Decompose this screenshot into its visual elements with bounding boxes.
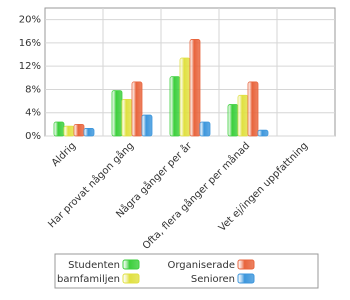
x-tick-label: Ofta, flera gånger per månad	[139, 139, 252, 252]
y-tick-label: 12%	[19, 61, 41, 72]
bar	[227, 104, 239, 137]
bar	[199, 121, 211, 137]
bar	[179, 57, 191, 137]
legend-swatch	[237, 259, 255, 270]
y-tick-label: 4%	[25, 108, 41, 119]
legend-label: Senioren	[191, 274, 235, 285]
bar	[247, 81, 259, 137]
legend-swatch	[237, 273, 255, 284]
bar	[83, 128, 95, 137]
bar	[53, 121, 65, 137]
legend-box	[54, 253, 319, 289]
bar	[189, 39, 201, 137]
legend-label: barnfamiljen	[57, 274, 120, 285]
y-tick-label: 20%	[19, 15, 41, 26]
x-tick-label: Aldrig	[50, 140, 78, 168]
legend-label: Studenten	[68, 260, 120, 271]
bar	[73, 123, 85, 137]
y-tick-label: 16%	[19, 38, 41, 49]
bar	[237, 94, 249, 137]
bar	[169, 76, 181, 137]
bar	[111, 90, 123, 137]
y-tick-label: 0%	[25, 131, 41, 142]
legend-swatch	[122, 273, 140, 284]
bar	[257, 129, 269, 137]
legend-swatch	[122, 259, 140, 270]
y-tick-label: 8%	[25, 84, 41, 95]
legend-label: Organiserade	[168, 260, 236, 271]
bar	[121, 98, 133, 137]
bar	[63, 125, 75, 137]
bar	[141, 114, 153, 137]
bar	[131, 81, 143, 137]
